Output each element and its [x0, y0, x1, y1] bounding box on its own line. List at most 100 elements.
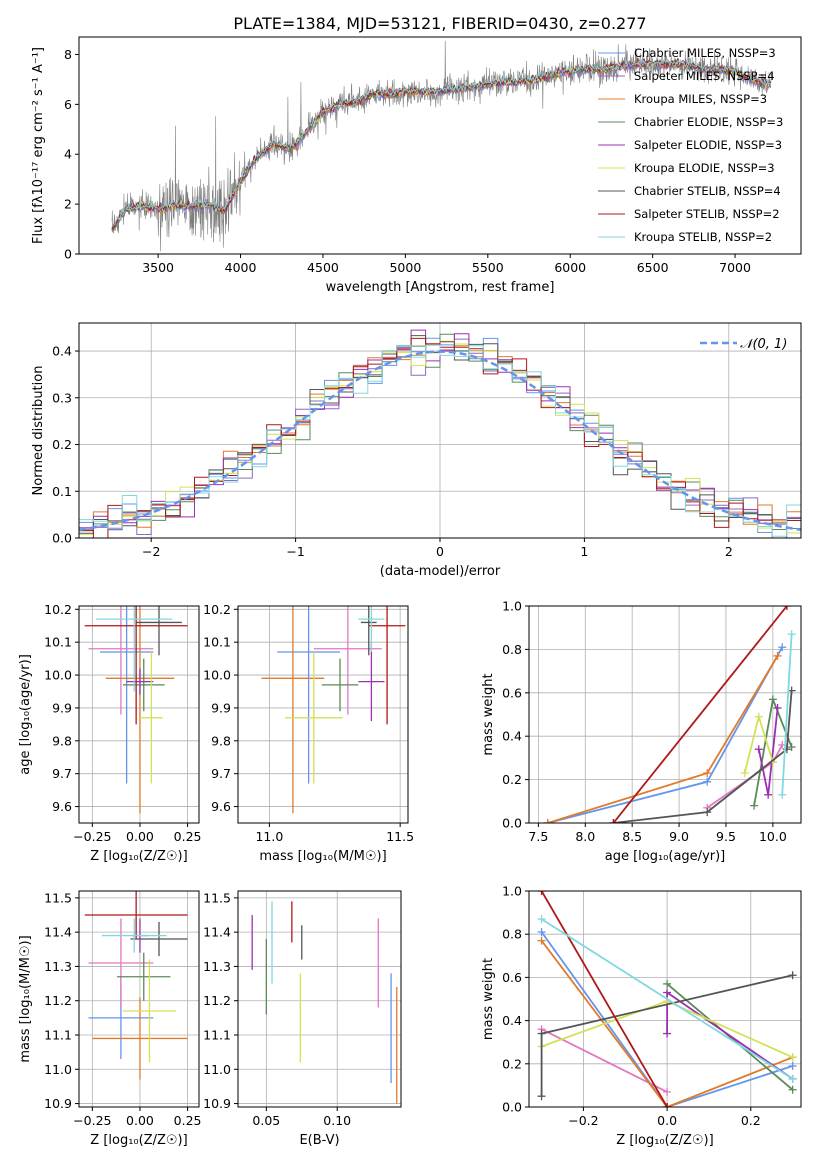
x-axis-label: Z [log₁₀(Z/Z☉)] — [616, 1133, 713, 1148]
plot-area — [84, 891, 188, 1080]
errorbar-point-6 — [136, 606, 182, 656]
y-tick-label: 0.1 — [52, 484, 72, 499]
x-tick-label: 0.00 — [126, 1113, 154, 1128]
y-tick-label: 0.6 — [502, 685, 522, 700]
x-tick-label: 11.5 — [386, 829, 414, 844]
y-tick-label: 11.0 — [203, 1062, 231, 1077]
y-tick-label: 10.1 — [44, 635, 72, 650]
errorbar-point-6 — [130, 921, 188, 957]
x-tick-label: 7.5 — [528, 829, 548, 844]
legend-label: Salpeter ELODIE, NSSP=3 — [634, 138, 782, 152]
legend-label: Chabrier STELIB, NSSP=4 — [634, 184, 781, 198]
x-tick-label: 0.2 — [741, 1113, 761, 1128]
x-tick-label: −2 — [142, 544, 160, 559]
mass-weight-marker — [740, 769, 749, 778]
x-tick-label: 7000 — [719, 260, 751, 275]
x-tick-label: 6000 — [554, 260, 586, 275]
y-axis-label: mass weight — [481, 958, 496, 1040]
errorbar-point-0 — [99, 606, 154, 784]
axes-frame — [237, 890, 402, 1108]
x-tick-label: 2 — [725, 544, 733, 559]
x-tick-label: 4000 — [225, 260, 257, 275]
mass-weight-marker — [663, 1029, 672, 1038]
mass-weight-marker — [537, 915, 546, 924]
y-tick-label: 0.0 — [502, 1100, 522, 1115]
mass-weight-marker — [703, 808, 712, 817]
errorbar-point-4 — [126, 668, 154, 695]
mass-weight-marker — [754, 745, 763, 754]
plot-area — [84, 606, 188, 814]
errorbar-point-1 — [88, 918, 154, 1008]
x-axis-label: mass [log₁₀(M/M☉)] — [259, 849, 386, 864]
chart-panel-massweight_vs_age: 7.5 8.0 8.5 9.0 9.5 10.0 0.0 0.2 0.4 0.6 0.8 1.0 age… — [481, 599, 802, 864]
plot-area — [261, 606, 406, 814]
mass-weight-marker — [543, 819, 552, 823]
x-axis-label: Z [log₁₀(Z/Z☉)] — [90, 1133, 187, 1148]
mass-weight-line-2 — [547, 655, 779, 823]
y-tick-label: 9.6 — [211, 799, 231, 814]
y-tick-label: 0.6 — [502, 970, 522, 985]
x-tick-label: 5500 — [472, 260, 504, 275]
x-tick-label: 0.0 — [657, 1113, 677, 1128]
axes-frame — [78, 322, 802, 539]
y-tick-label: 0.2 — [52, 437, 72, 452]
y-tick-label: 11.3 — [203, 959, 231, 974]
y-tick-label: 10.9 — [44, 1096, 72, 1111]
y-tick-label: 10.1 — [203, 635, 231, 650]
y-tick-label: 9.9 — [52, 700, 72, 715]
mass-weight-marker — [537, 1029, 546, 1038]
y-tick-label: 10.2 — [44, 602, 72, 617]
errorbar-point-3 — [321, 658, 359, 712]
y-tick-label: 11.2 — [203, 993, 231, 1008]
errorbar-point-0 — [277, 606, 340, 784]
legend-label: Kroupa ELODIE, NSSP=3 — [634, 161, 775, 175]
mass-weight-line-8 — [541, 918, 794, 1080]
x-tick-label: 0.25 — [174, 1113, 202, 1128]
mass-weight-line-3 — [666, 983, 794, 1091]
y-tick-label: 0.0 — [502, 816, 522, 831]
axes-frame — [78, 605, 200, 824]
mass-weight-line-8 — [781, 634, 793, 795]
legend-label: Salpeter MILES, NSSP=4 — [634, 69, 775, 83]
mass-weight-line-6 — [613, 690, 793, 823]
y-tick-label: 10.9 — [203, 1096, 231, 1111]
mass-weight-marker — [703, 777, 712, 786]
mass-weight-marker — [537, 1092, 546, 1101]
chart-panel-age_vs_Z: −0.25 0.00 0.25 9.6 9.7 9.8 9.9 10.0 10.1 10.2 Z [… — [18, 602, 201, 864]
x-axis-label: age [log₁₀(age/yr)] — [605, 849, 726, 864]
y-tick-label: 9.8 — [211, 733, 231, 748]
mass-weight-line-2 — [540, 940, 793, 1107]
y-tick-label: 10.2 — [203, 602, 231, 617]
mass-weight-marker — [773, 651, 782, 660]
y-tick-label: 9.7 — [211, 766, 231, 781]
errorbar-point-4 — [358, 642, 385, 722]
y-axis-label: Flux [fλ10⁻¹⁷ erg cm⁻² s⁻¹ A⁻¹] — [31, 47, 46, 244]
x-tick-label: 0.00 — [126, 829, 154, 844]
y-tick-label: 0.4 — [502, 729, 522, 744]
mass-weight-marker — [778, 643, 787, 652]
plot-area — [537, 891, 797, 1107]
chart-panel-massweight_vs_Z: −0.2 0.0 0.2 0.0 0.2 0.4 0.6 0.8 1.0 Z [log₁₀(Z/Z… — [481, 884, 802, 1148]
y-tick-label: 0.8 — [502, 642, 522, 657]
errorbar-point-2 — [261, 606, 325, 814]
plot-area — [251, 901, 398, 1104]
model-spectrum-8 — [111, 58, 771, 227]
x-axis-label: wavelength [Angstrom, rest frame] — [326, 280, 555, 295]
mass-weight-marker — [768, 695, 777, 704]
y-tick-label: 10.0 — [203, 668, 231, 683]
y-tick-label: 9.9 — [211, 700, 231, 715]
mass-weight-marker — [750, 801, 759, 810]
mass-weight-marker — [663, 1103, 672, 1107]
x-tick-label: 0.10 — [323, 1113, 351, 1128]
errorbar-point-3 — [117, 952, 171, 1001]
errorbar-point-5 — [285, 652, 343, 784]
x-tick-label: 9.0 — [669, 829, 689, 844]
y-tick-label: 0.2 — [502, 772, 522, 787]
mass-weight-marker — [703, 769, 712, 778]
x-axis-label: Z [log₁₀(Z/Z☉)] — [90, 849, 187, 864]
x-axis-label: (data-model)/error — [380, 564, 501, 579]
y-tick-label: 11.3 — [44, 959, 72, 974]
chart-panel-spectrum: 3500 4000 4500 5000 5500 6000 6500 7000 0 2 4 6 8 wav… — [31, 36, 802, 295]
legend-label: Kroupa MILES, NSSP=3 — [634, 92, 767, 106]
